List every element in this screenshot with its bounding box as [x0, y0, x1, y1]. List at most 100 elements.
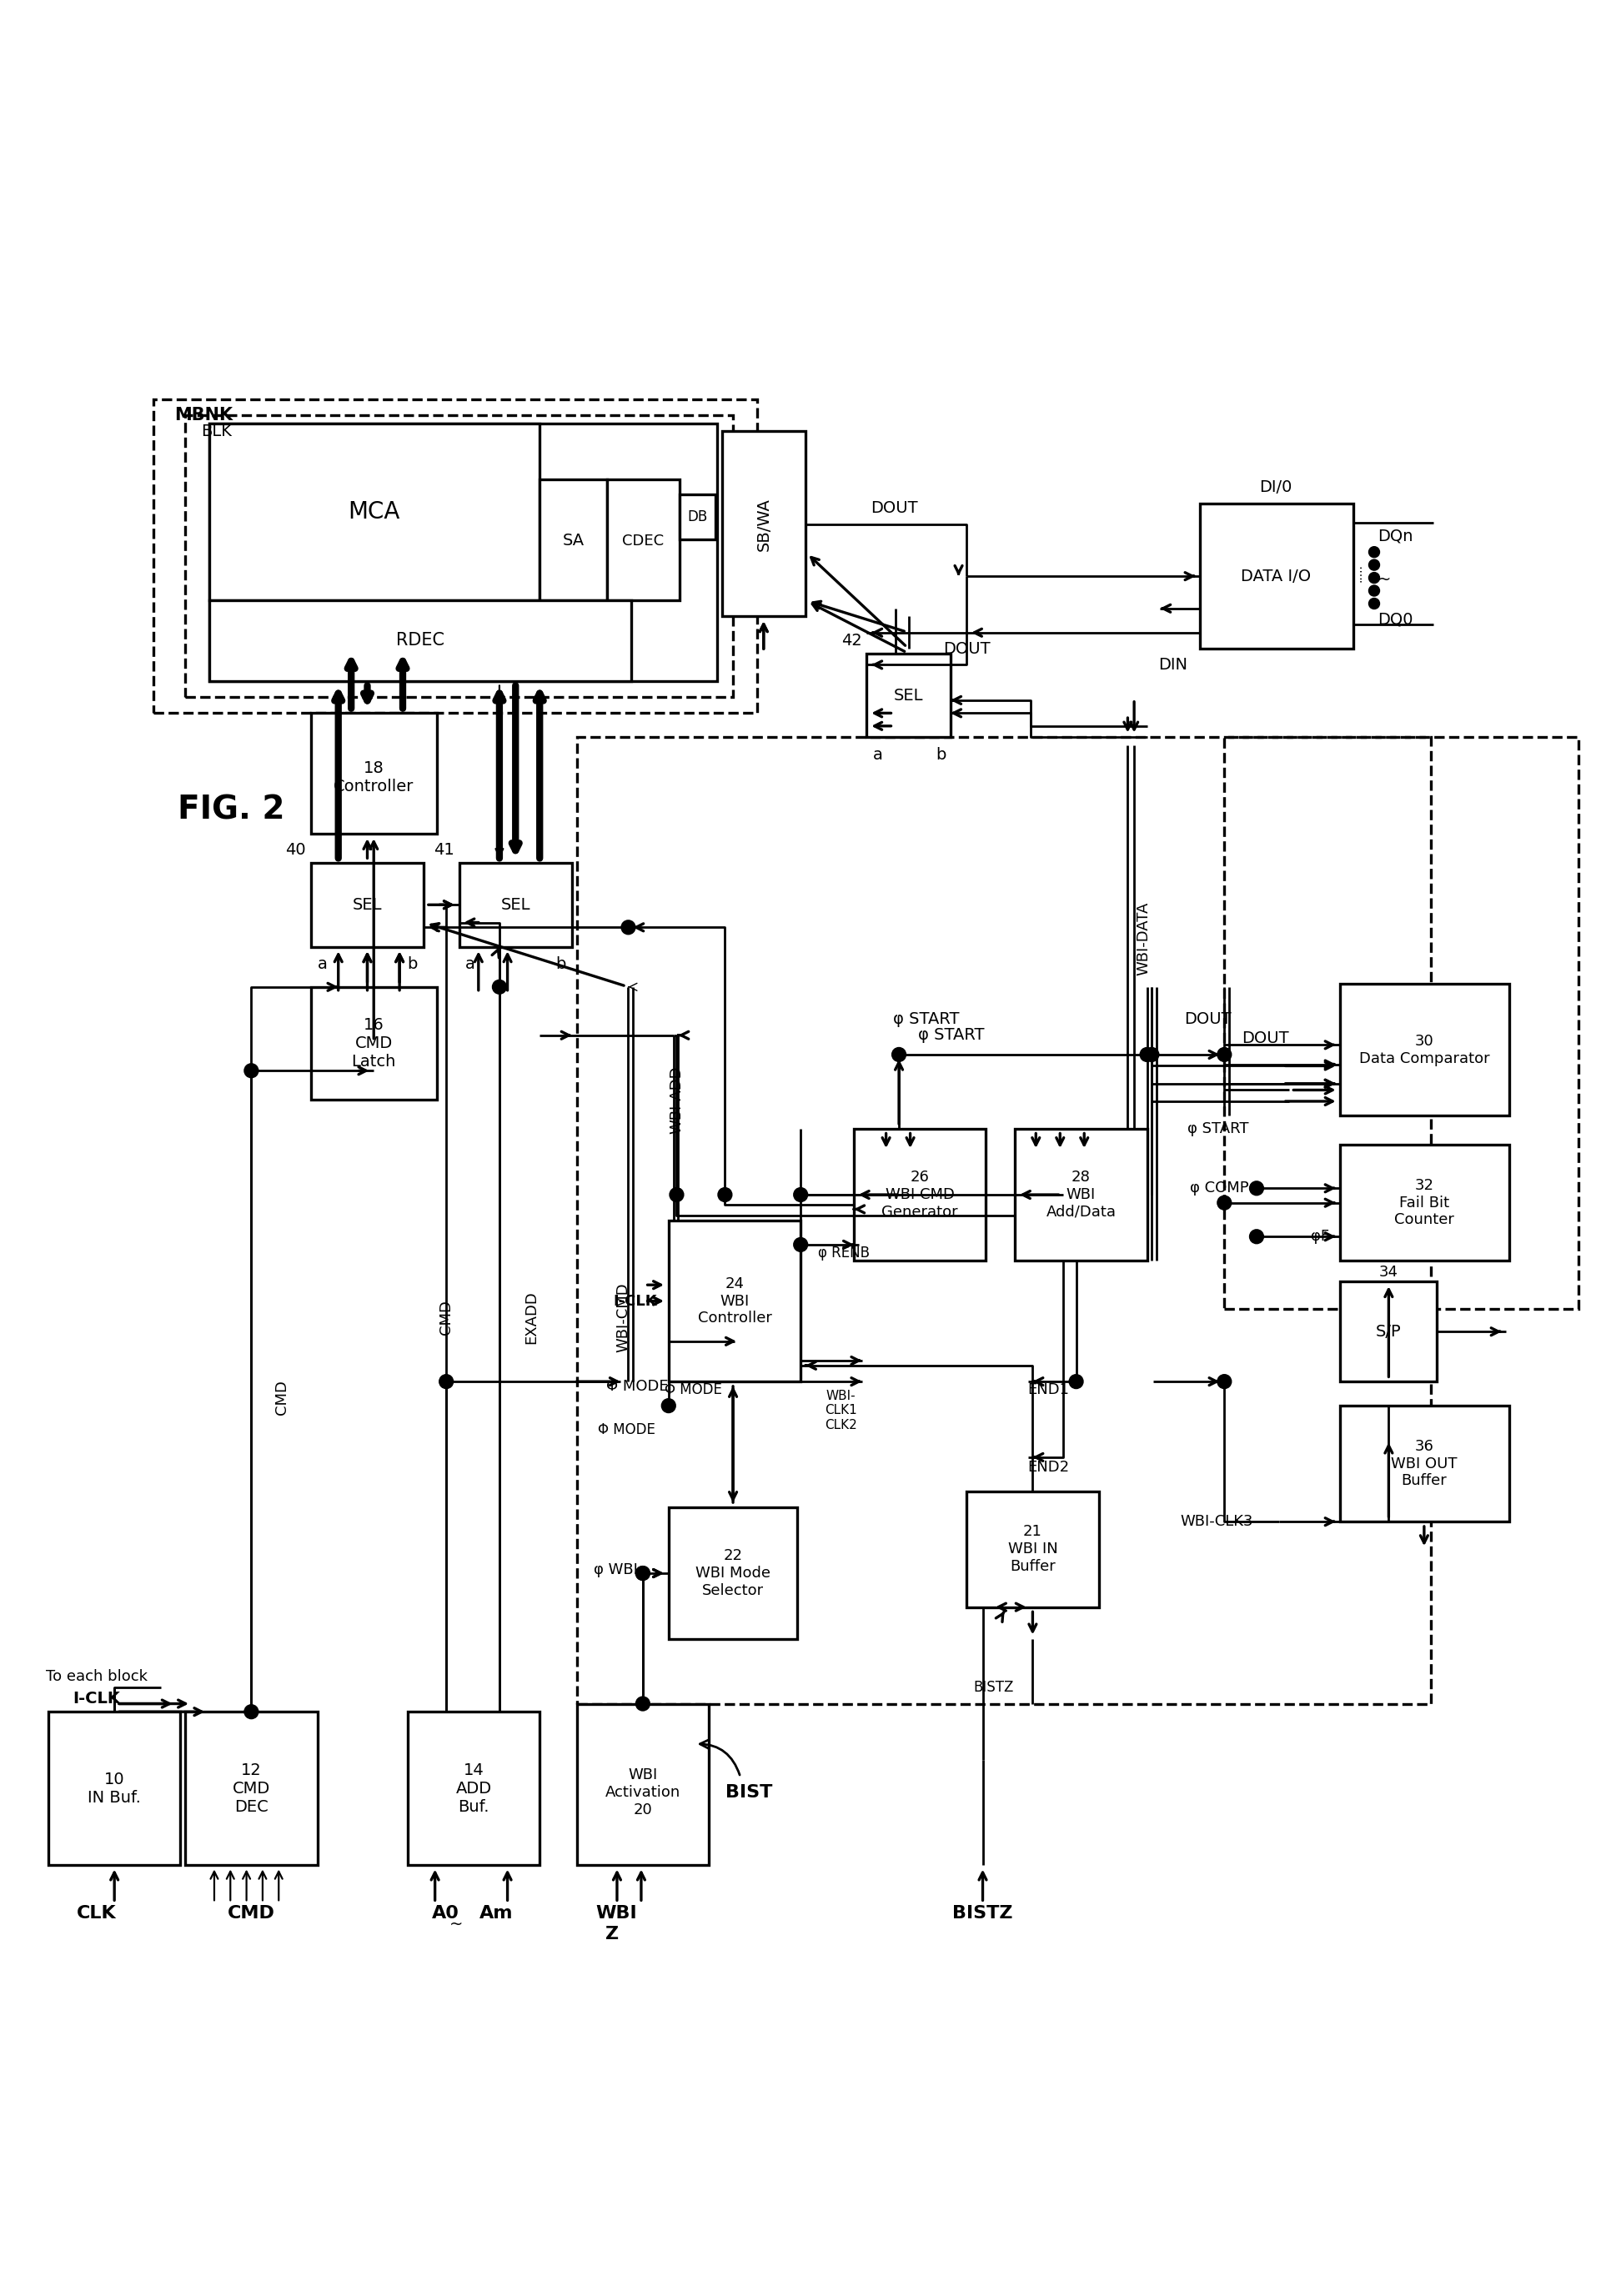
Bar	[459, 863, 572, 946]
Circle shape	[1369, 546, 1379, 558]
Text: ~: ~	[449, 1917, 462, 1933]
Text: WBI: WBI	[596, 1906, 638, 1922]
Text: a: a	[466, 957, 475, 971]
Text: 28
WBI
Add/Data: 28 WBI Add/Data	[1046, 1171, 1116, 1219]
Bar	[540, 480, 607, 599]
Text: 42: 42	[841, 634, 862, 647]
Text: 21
WBI IN
Buffer: 21 WBI IN Buffer	[1008, 1525, 1057, 1575]
Text: 22
WBI Mode
Selector: 22 WBI Mode Selector	[696, 1548, 770, 1598]
Text: SEL: SEL	[894, 687, 923, 703]
Text: DOUT: DOUT	[1242, 1031, 1289, 1047]
Text: 34: 34	[1379, 1265, 1398, 1279]
Bar	[1340, 1405, 1510, 1522]
Text: BISTZ: BISTZ	[973, 1681, 1015, 1694]
Bar	[311, 714, 437, 833]
Text: DOUT: DOUT	[942, 641, 991, 657]
Bar	[209, 599, 632, 682]
Text: MBNK: MBNK	[174, 406, 232, 422]
Text: b: b	[408, 957, 417, 971]
Bar	[607, 480, 680, 599]
Circle shape	[636, 1566, 649, 1580]
Text: WBI-CLK3: WBI-CLK3	[1179, 1513, 1253, 1529]
Text: 12
CMD
DEC: 12 CMD DEC	[232, 1763, 271, 1816]
Text: φF: φF	[1311, 1228, 1329, 1244]
Bar	[1340, 1146, 1510, 1261]
Text: END1: END1	[1028, 1382, 1070, 1396]
Circle shape	[1250, 1231, 1263, 1242]
Bar	[669, 1221, 801, 1382]
Text: CMD: CMD	[438, 1300, 454, 1334]
Text: 14
ADD
Buf.: 14 ADD Buf.	[456, 1763, 491, 1816]
Text: 36
WBI OUT
Buffer: 36 WBI OUT Buffer	[1390, 1440, 1458, 1488]
Text: 18
Controller: 18 Controller	[333, 760, 414, 794]
Text: 26
WBI CMD
Generator: 26 WBI CMD Generator	[881, 1171, 959, 1219]
Circle shape	[892, 1049, 905, 1061]
Circle shape	[719, 1189, 731, 1201]
Bar	[153, 400, 757, 714]
Circle shape	[662, 1398, 675, 1412]
Text: DOUT: DOUT	[1184, 1010, 1231, 1026]
Text: a: a	[873, 746, 883, 762]
Text: CLK: CLK	[77, 1906, 116, 1922]
Text: 10
IN Buf.: 10 IN Buf.	[87, 1773, 142, 1807]
Text: DI/0: DI/0	[1260, 480, 1292, 496]
Circle shape	[1218, 1049, 1231, 1061]
Text: SEL: SEL	[501, 898, 530, 914]
Text: SA: SA	[562, 533, 585, 549]
Circle shape	[1218, 1375, 1231, 1389]
Circle shape	[1145, 1049, 1158, 1061]
Text: I-CLK: I-CLK	[614, 1293, 657, 1309]
Bar	[408, 1713, 540, 1864]
Bar	[669, 1506, 797, 1639]
Text: Φ MODE: Φ MODE	[606, 1380, 669, 1394]
Bar	[1340, 1281, 1437, 1382]
Text: b: b	[556, 957, 565, 971]
Text: DQ0: DQ0	[1377, 611, 1413, 627]
Text: b: b	[936, 746, 946, 762]
Text: WBI-ADD: WBI-ADD	[669, 1065, 685, 1134]
Text: DOUT: DOUT	[870, 501, 918, 517]
Bar	[311, 987, 437, 1100]
Text: WBI-DATA: WBI-DATA	[1136, 902, 1152, 976]
Text: FIG. 2: FIG. 2	[177, 794, 285, 827]
Text: Φ MODE: Φ MODE	[664, 1382, 722, 1396]
Text: CMD: CMD	[274, 1380, 290, 1414]
Bar	[185, 416, 733, 698]
Text: 32
Fail Bit
Counter: 32 Fail Bit Counter	[1394, 1178, 1455, 1228]
Text: 24
WBI
Controller: 24 WBI Controller	[698, 1277, 772, 1325]
Text: φ START: φ START	[918, 1026, 984, 1042]
Text: Φ MODE: Φ MODE	[598, 1421, 656, 1437]
Text: WBI-CMD: WBI-CMD	[615, 1281, 632, 1352]
Text: To each block: To each block	[45, 1669, 148, 1683]
Text: BLK: BLK	[201, 422, 232, 439]
Text: φ COMP: φ COMP	[1189, 1180, 1249, 1196]
Circle shape	[1369, 560, 1379, 569]
Text: END2: END2	[1028, 1460, 1070, 1474]
Bar	[577, 1704, 709, 1864]
Circle shape	[1141, 1049, 1153, 1061]
Text: φ WBI: φ WBI	[594, 1564, 638, 1577]
Text: MCA: MCA	[348, 501, 400, 523]
Text: CDEC: CDEC	[622, 533, 664, 549]
Text: 41: 41	[433, 843, 454, 859]
Circle shape	[622, 921, 635, 934]
Text: SB/WA: SB/WA	[756, 498, 772, 551]
Circle shape	[1218, 1196, 1231, 1210]
Bar	[854, 1130, 986, 1261]
Text: Z: Z	[606, 1926, 619, 1942]
Circle shape	[1369, 585, 1379, 595]
Text: φ START: φ START	[1187, 1120, 1249, 1137]
Circle shape	[493, 980, 506, 994]
Text: RDEC: RDEC	[396, 631, 445, 650]
Bar	[185, 1713, 317, 1864]
Text: DB: DB	[688, 510, 707, 523]
Text: Am: Am	[480, 1906, 512, 1922]
Circle shape	[794, 1189, 807, 1201]
Text: 40: 40	[285, 843, 306, 859]
Text: φ START: φ START	[892, 1010, 960, 1026]
Circle shape	[794, 1238, 807, 1251]
Text: SEL: SEL	[353, 898, 382, 914]
Bar	[680, 494, 715, 540]
Bar	[867, 654, 950, 737]
Text: DATA I/O: DATA I/O	[1240, 569, 1311, 583]
